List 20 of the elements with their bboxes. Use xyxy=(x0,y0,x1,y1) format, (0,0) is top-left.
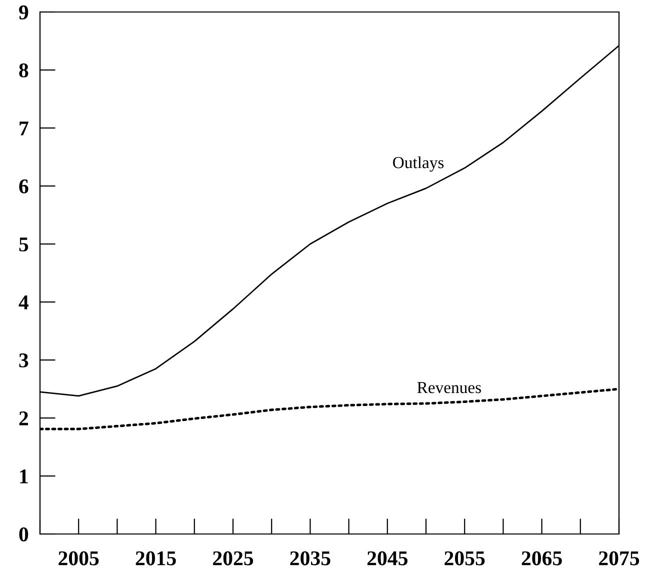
series-label: Revenues xyxy=(417,382,481,394)
y-tick-label: 6 xyxy=(19,179,28,194)
x-tick-label: 2075 xyxy=(599,551,640,566)
y-tick-label: 7 xyxy=(20,122,28,136)
x-tick-label: 2035 xyxy=(290,551,330,566)
x-tick-label: 2055 xyxy=(444,551,485,566)
y-tick-label: 2 xyxy=(19,411,28,426)
y-tick-label: 3 xyxy=(19,353,28,368)
y-tick-label: 4 xyxy=(18,296,28,310)
x-tick-label: 2025 xyxy=(213,551,254,566)
x-tick-label: 2015 xyxy=(136,551,176,566)
y-tick-label: 5 xyxy=(19,238,28,252)
x-tick-label: 2065 xyxy=(522,551,562,566)
x-tick-label: 2045 xyxy=(367,551,408,566)
x-tick-label: 2005 xyxy=(58,551,99,566)
y-tick-label: 9 xyxy=(19,5,28,20)
y-tick-label: 0 xyxy=(19,527,28,542)
y-tick-label: 1 xyxy=(20,469,28,484)
series-label: Outlays xyxy=(393,156,444,172)
y-tick-label: 8 xyxy=(19,63,28,78)
